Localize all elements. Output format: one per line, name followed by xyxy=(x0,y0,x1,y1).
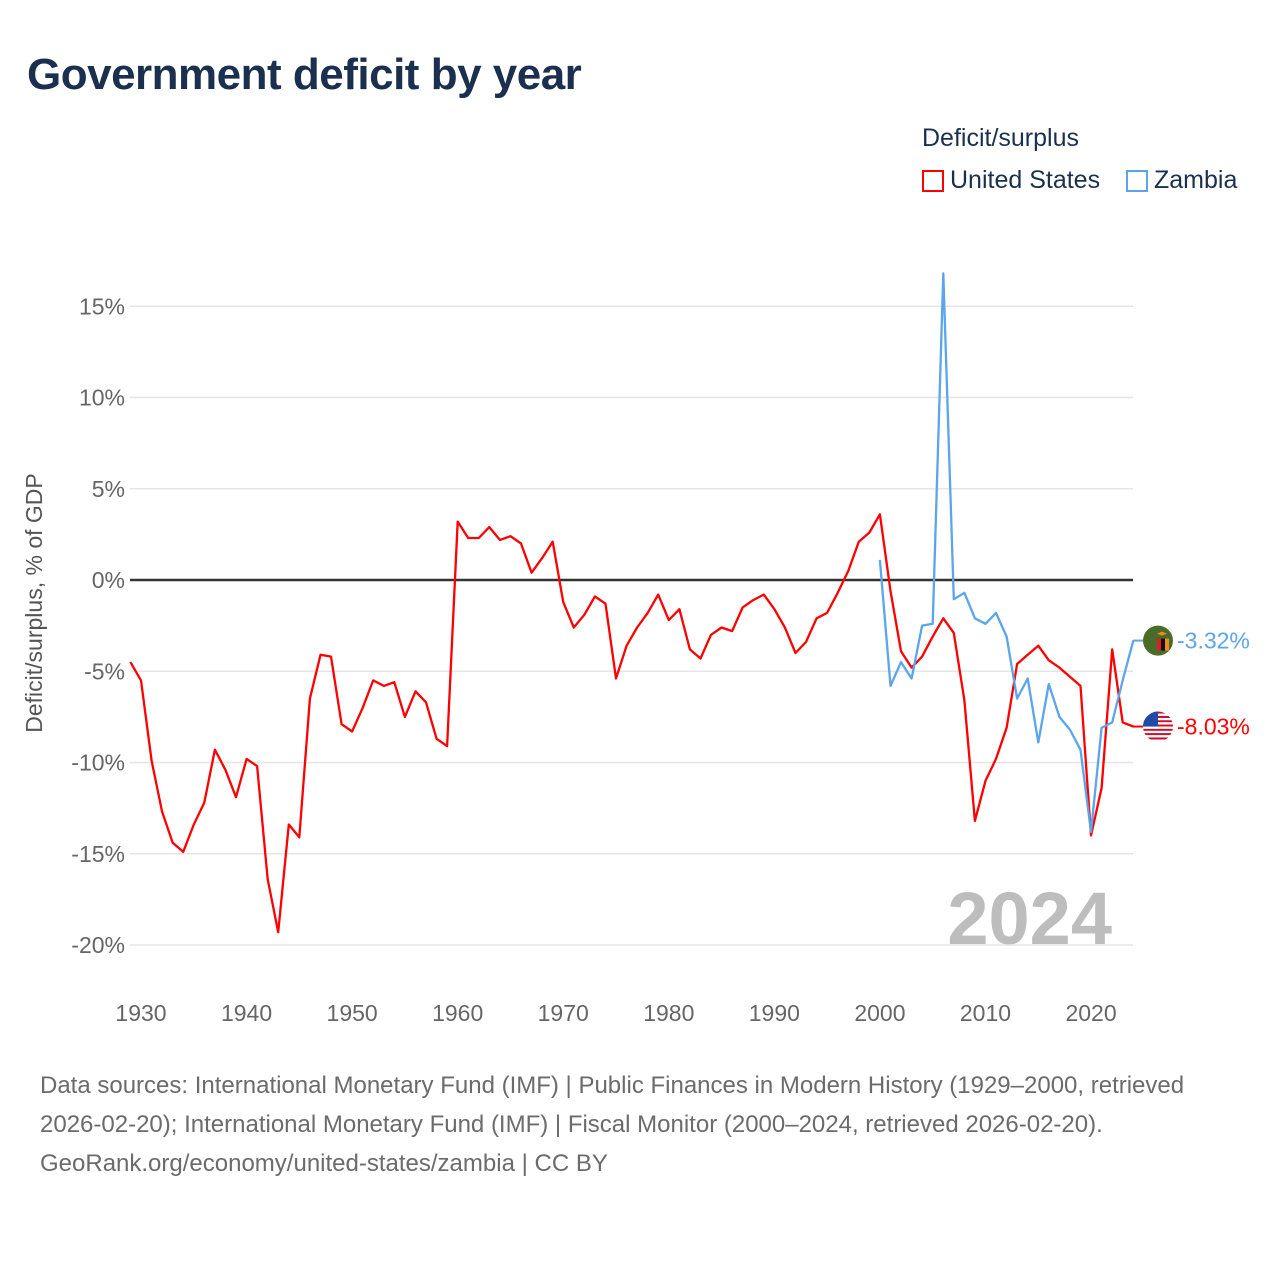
flag-stripe xyxy=(1143,739,1173,742)
legend-title: Deficit/surplus xyxy=(922,124,1079,152)
flag-zambia-icon xyxy=(1143,625,1173,656)
y-tick-label: -20% xyxy=(71,932,125,958)
x-tick-label: 1940 xyxy=(221,1000,272,1026)
end-value-label-united-states: -8.03% xyxy=(1177,714,1250,740)
flag-stripe xyxy=(1161,638,1165,651)
flag-eagle xyxy=(1157,631,1167,636)
legend-swatch-zambia xyxy=(1126,169,1148,192)
x-tick-label: 1950 xyxy=(327,1000,378,1026)
x-tick-label: 2010 xyxy=(960,1000,1011,1026)
legend-label: Zambia xyxy=(1154,166,1238,194)
y-tick-label: -5% xyxy=(84,658,125,684)
x-tick-label: 1990 xyxy=(749,1000,800,1026)
chart-title: Government deficit by year xyxy=(27,50,582,99)
line-chart: Deficit/surplus, % of GDP 2024 15% 10% 5% 0… xyxy=(21,272,1250,1026)
legend-item-united-states[interactable]: United States xyxy=(922,166,1100,195)
flag-stripe xyxy=(1157,638,1161,651)
legend-item-zambia[interactable]: Zambia xyxy=(1126,166,1237,195)
y-tick-label: 5% xyxy=(92,476,125,502)
footer: Data sources: International Monetary Fun… xyxy=(40,1066,1240,1183)
y-axis-label: Deficit/surplus, % of GDP xyxy=(21,473,47,732)
flag-stripe xyxy=(1143,735,1173,738)
x-tick-label: 1980 xyxy=(643,1000,694,1026)
y-tick-label: -10% xyxy=(71,750,125,776)
x-tick-label: 2020 xyxy=(1065,1000,1116,1026)
y-tick-label: -15% xyxy=(71,841,125,867)
year-watermark: 2024 xyxy=(947,877,1112,960)
x-tick-label: 1930 xyxy=(115,1000,166,1026)
x-tick-label: 2000 xyxy=(854,1000,905,1026)
y-tick-label: 15% xyxy=(79,293,125,319)
flag-stripe xyxy=(1143,733,1173,736)
series-line-united-states xyxy=(129,513,1134,934)
series-line-zambia xyxy=(878,272,1135,834)
flag-body xyxy=(1143,711,1173,742)
flag-canton xyxy=(1143,711,1158,727)
data-sources: Data sources: International Monetary Fun… xyxy=(40,1072,1185,1138)
flag-stripe xyxy=(1165,638,1169,651)
x-tick-label: 1960 xyxy=(432,1000,483,1026)
end-value-label-zambia: -3.32% xyxy=(1177,628,1250,654)
flag-stripe xyxy=(1143,726,1173,729)
flag-stripe xyxy=(1143,737,1173,740)
credit-link[interactable]: GeoRank.org/economy/united-states/zambia… xyxy=(40,1150,608,1177)
y-tick-label: 0% xyxy=(92,567,125,593)
flag-stripe xyxy=(1143,728,1173,731)
x-tick-label: 1970 xyxy=(538,1000,589,1026)
flag-stripe xyxy=(1143,730,1173,734)
legend-label: United States xyxy=(950,166,1101,194)
flag-united-states-icon xyxy=(1143,711,1173,742)
y-tick-label: 10% xyxy=(79,385,125,411)
legend-swatch-united-states xyxy=(922,169,944,192)
